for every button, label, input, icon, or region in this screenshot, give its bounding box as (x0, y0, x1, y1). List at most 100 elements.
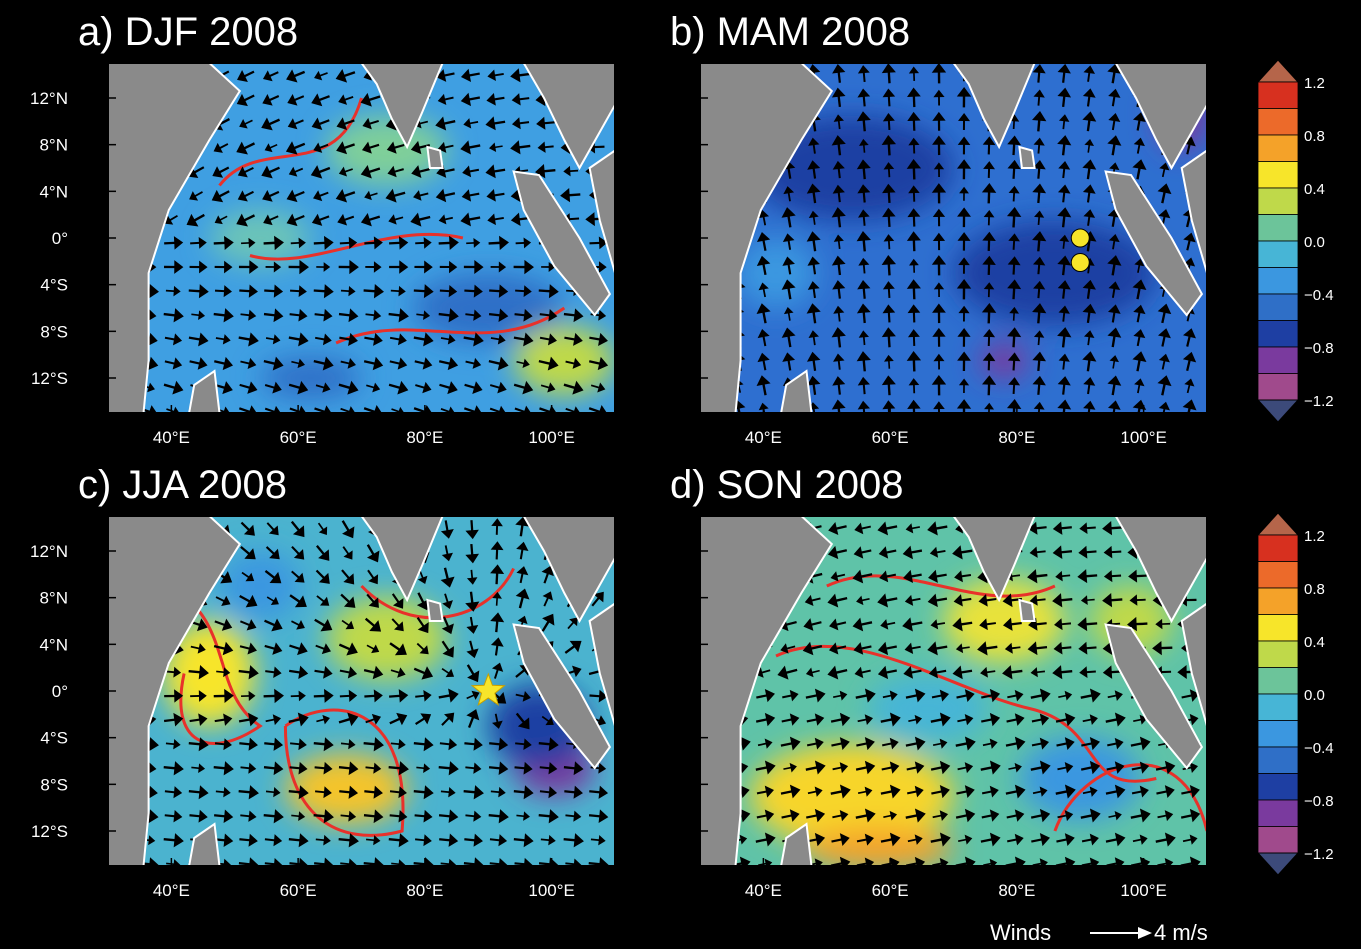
wind-arrow (311, 93, 330, 107)
wind-arrow (1102, 521, 1123, 536)
wind-arrow (733, 834, 748, 845)
wind-arrow (756, 688, 775, 703)
wind-arrow (389, 236, 409, 250)
wind-arrow (756, 809, 775, 822)
wind-arrow (952, 665, 973, 680)
wind-arrow (441, 616, 454, 635)
wind-arrow (883, 234, 895, 250)
wind-arrow (364, 190, 378, 201)
wind-arrow (387, 165, 404, 178)
wind-arrow (1183, 232, 1196, 251)
wind-arrow (290, 237, 306, 249)
wind-arrow (982, 375, 997, 396)
wind-arrow (1033, 280, 1046, 299)
wind-arrow (313, 809, 334, 824)
wind-arrow (410, 212, 431, 227)
star-marker (470, 672, 506, 706)
wind-arrow (464, 833, 483, 847)
wind-arrow (538, 857, 559, 866)
wind-arrow (413, 737, 434, 752)
wind-arrow (907, 329, 920, 346)
map (700, 516, 1207, 866)
wind-arrow (315, 643, 331, 655)
wind-arrow (164, 214, 178, 225)
wind-arrow (165, 666, 182, 678)
wind-arrow (362, 117, 379, 130)
wind-arrow (237, 69, 255, 82)
wind-arrow (1031, 832, 1050, 847)
wind-arrow (1155, 760, 1176, 775)
land (588, 602, 615, 727)
wind-arrow (538, 356, 559, 371)
wind-arrow (1129, 594, 1146, 606)
wind-arrow (489, 737, 509, 751)
wind-arrow (440, 786, 456, 798)
lat-label: 8°S (40, 775, 68, 794)
wind-arrow (514, 857, 533, 866)
wind-arrow (365, 309, 382, 321)
wind-arrow (1083, 209, 1096, 226)
wind-arrow (803, 618, 822, 631)
wind-arrow (165, 285, 181, 297)
wind-arrow (313, 190, 329, 202)
wind-arrow (857, 714, 874, 726)
wind-arrow (463, 857, 484, 866)
wind-arrow (490, 261, 507, 273)
wind-arrow (1080, 808, 1101, 823)
wind-arrow (984, 402, 995, 413)
wind-arrow (1058, 353, 1070, 370)
wind-arrow (882, 737, 899, 750)
wind-arrow (264, 381, 282, 394)
wind-arrow (1029, 594, 1046, 606)
wind-arrow (510, 140, 531, 155)
wind-arrow (931, 183, 947, 204)
wind-arrow (1184, 378, 1195, 394)
land (700, 516, 834, 866)
mooring-marker (1070, 253, 1090, 272)
wind-arrow (1109, 355, 1119, 369)
wind-arrow (1007, 352, 1021, 371)
wind-arrow (906, 351, 922, 372)
wind-arrow (513, 833, 534, 848)
wind-arrow (1132, 279, 1147, 300)
wind-arrow (463, 332, 484, 347)
wind-arrow (827, 665, 848, 680)
wind-arrow (882, 690, 898, 701)
wind-arrow (189, 191, 203, 201)
wind-arrow (288, 166, 304, 177)
wind-arrow (492, 591, 502, 606)
wind-arrow (488, 761, 509, 776)
wind-arrow (365, 835, 381, 846)
wind-arrow (954, 570, 972, 583)
wind-arrow (541, 715, 554, 726)
wind-arrow (487, 213, 504, 226)
wind-arrow (982, 352, 996, 371)
wind-arrow (239, 642, 257, 655)
wind-arrow (489, 834, 508, 847)
colorbar-segment (1257, 534, 1299, 562)
wind-arrow (264, 284, 284, 298)
wind-arrow (1057, 87, 1072, 108)
wind-arrow (1027, 641, 1048, 656)
wind-arrow (215, 595, 231, 606)
wind-arrow (466, 640, 479, 659)
wind-arrow (588, 405, 609, 413)
wind-arrow (413, 404, 434, 413)
lat-label: 4°N (39, 182, 68, 201)
wind-arrow (1005, 784, 1026, 799)
lon-label: 80°E (406, 428, 443, 447)
wind-arrow (464, 737, 483, 751)
wind-arrow (858, 209, 870, 226)
wind-arrow (415, 713, 432, 725)
wind-arrow (340, 593, 356, 608)
wind-arrow (906, 856, 926, 866)
wind-arrow (264, 570, 282, 584)
lat-label: 12°S (31, 822, 68, 841)
wind-arrow (878, 546, 897, 559)
wind-arrow (589, 332, 608, 346)
wind-arrow (340, 406, 357, 413)
wind-arrow (1057, 762, 1074, 774)
wind-arrow (831, 737, 850, 751)
land (426, 598, 444, 622)
wind-arrow (932, 232, 946, 251)
